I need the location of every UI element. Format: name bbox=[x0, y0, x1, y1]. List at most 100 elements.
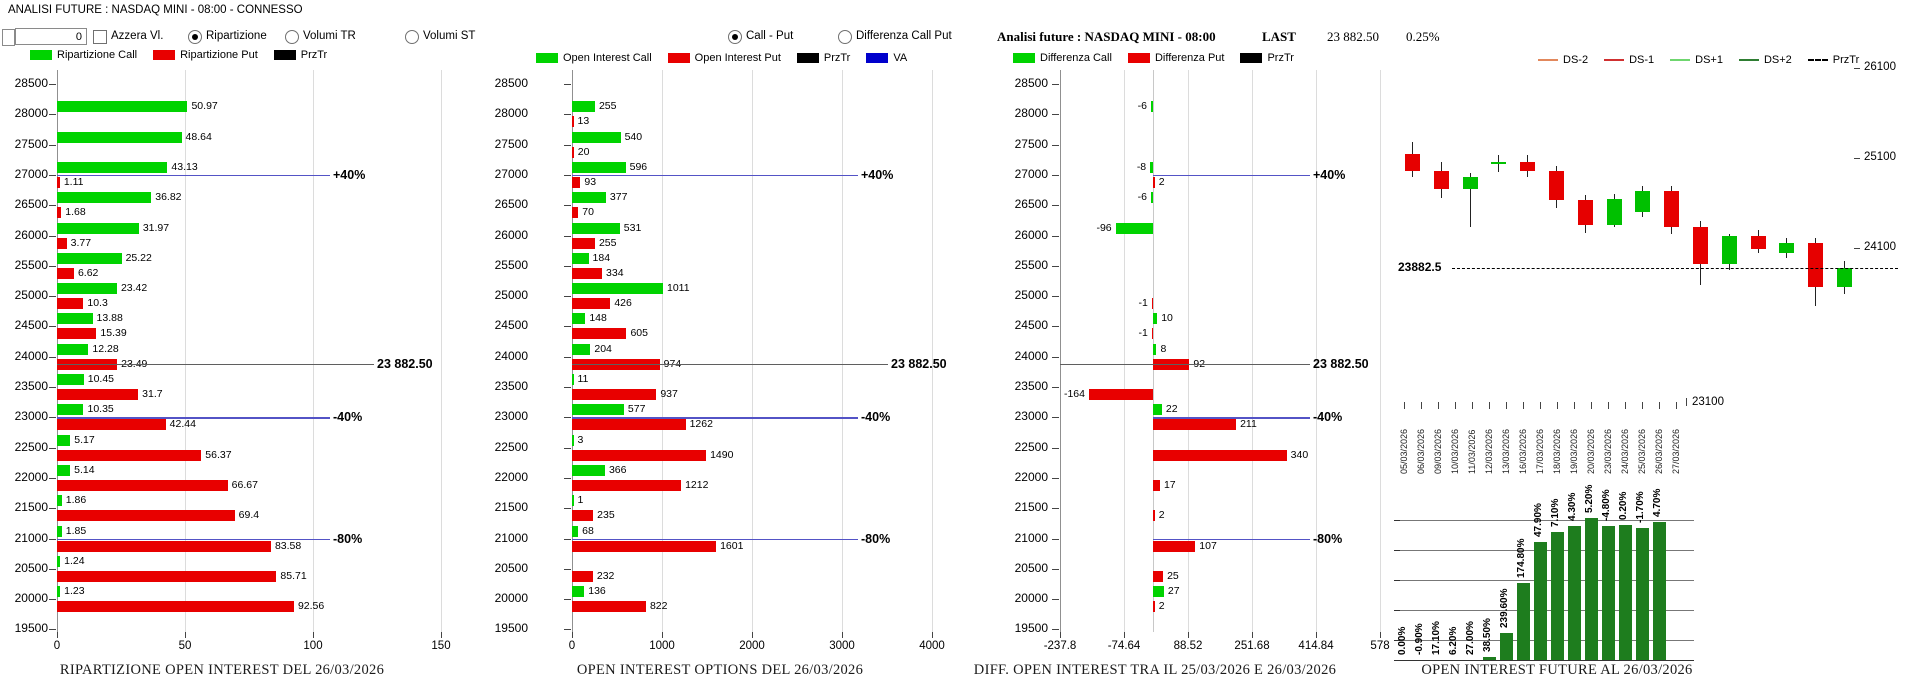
put-bar bbox=[572, 328, 627, 340]
put-bar bbox=[57, 237, 67, 249]
x-axis-tick-label: 0 bbox=[53, 640, 61, 652]
y-axis-strike-label: 24000 bbox=[14, 348, 48, 363]
y-axis-tick bbox=[1052, 417, 1059, 419]
bar-value-label: 23.49 bbox=[121, 358, 147, 370]
call-bar bbox=[572, 101, 595, 113]
oi-pct-label: 4.30% bbox=[1567, 492, 1578, 521]
radio-volumi-tr[interactable] bbox=[285, 30, 299, 44]
put-bar bbox=[1153, 449, 1287, 461]
y-axis-strike-label: 27500 bbox=[1014, 136, 1048, 151]
gridline bbox=[1380, 70, 1382, 632]
x-axis-tick bbox=[1316, 632, 1318, 638]
y-axis-strike-label: 20500 bbox=[494, 560, 528, 575]
azzera-checkbox[interactable] bbox=[93, 30, 107, 44]
price-axis-tick bbox=[1854, 248, 1860, 249]
legend-item: DS+2 bbox=[1738, 54, 1792, 66]
y-axis-tick bbox=[564, 568, 571, 570]
y-axis-strike-label: 26000 bbox=[494, 227, 528, 242]
bar-value-label: 69.4 bbox=[238, 509, 260, 522]
y-axis-tick bbox=[49, 599, 56, 601]
date-axis-label: 25/03/2026 bbox=[1637, 428, 1647, 474]
bar-value-label: 426 bbox=[614, 297, 632, 310]
call-bar bbox=[1153, 586, 1164, 598]
call-bar bbox=[1150, 192, 1154, 204]
bar-value-label: 1.11 bbox=[63, 175, 84, 188]
legend-label: Ripartizione Put bbox=[180, 49, 258, 61]
window-title: ANALISI FUTURE : NASDAQ MINI - 08:00 - C… bbox=[8, 4, 303, 16]
date-axis-label: 27/03/2026 bbox=[1671, 428, 1681, 474]
date-axis-tick bbox=[1591, 402, 1592, 409]
x-axis-tick bbox=[1124, 632, 1126, 638]
gridline bbox=[441, 70, 442, 632]
put-bar bbox=[572, 207, 579, 219]
small-box-control[interactable] bbox=[2, 29, 15, 46]
legend-swatch-ds-2 bbox=[1738, 59, 1759, 61]
call-bar bbox=[572, 283, 663, 295]
y-axis-tick bbox=[1052, 447, 1059, 449]
va-level-label: +40% bbox=[861, 167, 894, 182]
bar-value-label: 540 bbox=[624, 130, 643, 143]
radio-volumi-st[interactable] bbox=[405, 30, 419, 44]
call-bar bbox=[572, 192, 606, 204]
price-axis-label: 25100 bbox=[1864, 151, 1896, 163]
oi-pct-label: 174.80% bbox=[1516, 538, 1527, 578]
bar-value-label: 107 bbox=[1199, 539, 1217, 552]
call-bar bbox=[57, 464, 71, 476]
y-axis-strike-label: 21000 bbox=[494, 530, 528, 545]
legend-label: Ripartizione Call bbox=[57, 49, 138, 61]
legend-swatch-prztr bbox=[273, 50, 296, 60]
date-axis-label: 05/03/2026 bbox=[1399, 428, 1409, 474]
y-axis-tick bbox=[1052, 174, 1059, 176]
counter-input[interactable] bbox=[15, 28, 87, 45]
bar-value-label: 93 bbox=[584, 175, 597, 188]
call-bar bbox=[572, 131, 621, 143]
legend-label: VA bbox=[893, 52, 908, 64]
y-axis-strike-label: 22500 bbox=[1014, 439, 1048, 454]
x-axis-tick-label: 4000 bbox=[919, 640, 945, 652]
put-bar bbox=[1153, 570, 1164, 582]
x-axis-tick bbox=[313, 632, 314, 638]
call-bar bbox=[572, 464, 605, 476]
oi-pct-label: 0.00% bbox=[1397, 626, 1408, 655]
radio-ripartizione[interactable] bbox=[188, 30, 202, 44]
date-axis-tick bbox=[1676, 402, 1677, 409]
gridline bbox=[185, 70, 186, 632]
y-axis-tick bbox=[49, 235, 56, 237]
va-level-line bbox=[572, 538, 858, 540]
bar-value-label: 1.85 bbox=[65, 524, 87, 537]
call-bar bbox=[57, 586, 61, 598]
y-axis-tick bbox=[564, 174, 571, 176]
bar-value-label: 50.97 bbox=[191, 100, 218, 113]
y-axis-tick bbox=[564, 447, 571, 449]
legend-swatch-differenza-put bbox=[1127, 53, 1150, 63]
bar-value-label: 11 bbox=[577, 373, 589, 385]
x-axis-tick bbox=[1188, 632, 1190, 638]
bar-value-label: 36.82 bbox=[155, 191, 182, 204]
radio-call-put[interactable] bbox=[728, 30, 742, 44]
put-bar bbox=[57, 510, 235, 522]
x-axis-tick-label: 100 bbox=[303, 640, 323, 652]
y-axis-tick bbox=[1052, 205, 1059, 207]
y-axis-strike-label: 23000 bbox=[1014, 409, 1048, 424]
legend-swatch-ds-1 bbox=[1604, 59, 1625, 61]
x-axis-tick bbox=[185, 632, 186, 638]
y-axis-strike-label: 20000 bbox=[1014, 591, 1048, 606]
y-axis-strike-label: 25000 bbox=[494, 288, 528, 303]
bar-value-label: 42.44 bbox=[169, 418, 196, 431]
bar-value-label: 1212 bbox=[685, 478, 709, 491]
y-axis-tick bbox=[564, 235, 571, 237]
bar-value-label: 531 bbox=[623, 221, 642, 234]
gridline bbox=[313, 70, 314, 632]
x-axis-tick bbox=[1252, 632, 1254, 638]
y-axis-strike-label: 24500 bbox=[14, 318, 48, 333]
bar-value-label: -8 bbox=[1136, 160, 1147, 173]
call-bar bbox=[57, 222, 139, 234]
candle-up bbox=[1635, 191, 1651, 212]
bar-value-label: 68 bbox=[582, 524, 594, 537]
radio-differenza-call-put[interactable] bbox=[838, 30, 852, 44]
oi-pct-label: 239.60% bbox=[1499, 588, 1510, 628]
oi-bar bbox=[1619, 525, 1632, 660]
call-bar bbox=[57, 343, 89, 355]
